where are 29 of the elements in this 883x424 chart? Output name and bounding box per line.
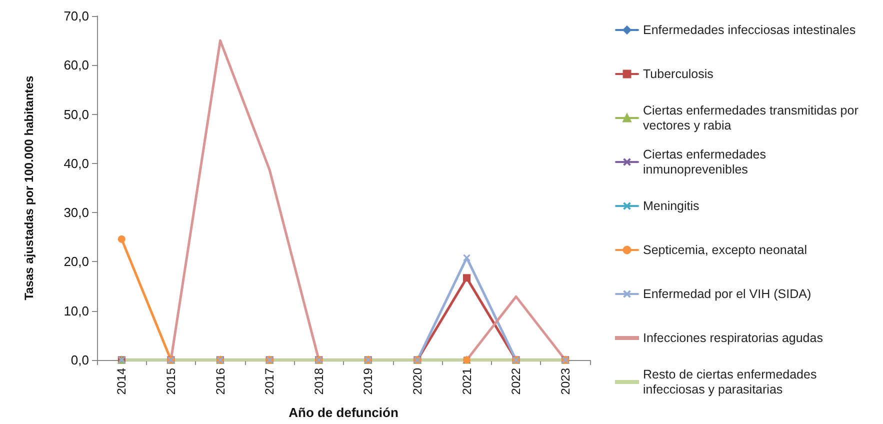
y-tick-label: 0,0: [70, 352, 89, 368]
y-tick-label: 60,0: [64, 58, 89, 73]
x-tick-label: 2021: [460, 368, 474, 395]
legend-label: Resto de ciertas enfermedades infecciosas y parasitarias: [643, 368, 820, 396]
y-axis-title: Tasas ajustadas por 100.000 habitantes: [22, 75, 36, 300]
x-tick-label: 2017: [262, 368, 277, 395]
x-tick-label: 2019: [361, 368, 376, 395]
x-tick-label: 2022: [509, 368, 524, 395]
x-tick-label: 2014: [114, 368, 129, 395]
y-tick-label: 10,0: [64, 303, 89, 318]
x-tick-label: 2016: [213, 368, 228, 395]
legend-label: Infecciones respiratorias agudas: [643, 331, 823, 345]
y-tick-label: 30,0: [64, 205, 89, 220]
y-tick-label: 70,0: [64, 8, 89, 24]
x-tick-label: 2023: [558, 368, 572, 395]
y-tick-label: 40,0: [64, 156, 89, 171]
legend-label: Tuberculosis: [643, 67, 714, 81]
x-tick-label: 2020: [410, 368, 424, 395]
x-tick-label: 2018: [312, 368, 326, 395]
legend-label: Ciertas enfermedades inmunoprevenibles: [643, 148, 770, 176]
x-tick-label: 2015: [164, 368, 178, 395]
legend-label: Ciertas enfermedades transmitidas por vectores y rabia: [643, 104, 862, 132]
y-tick-label: 20,0: [64, 254, 89, 270]
x-axis-title: Año de defunción: [288, 405, 398, 420]
legend-label: Septicemia, excepto neonatal: [643, 243, 807, 257]
legend-label: Enfermedades infecciosas intestinales: [643, 23, 856, 37]
y-tick-label: 50,0: [64, 106, 89, 122]
legend-label: Enfermedad por el VIH (SIDA): [643, 287, 812, 301]
legend-label: Meningitis: [643, 199, 700, 213]
